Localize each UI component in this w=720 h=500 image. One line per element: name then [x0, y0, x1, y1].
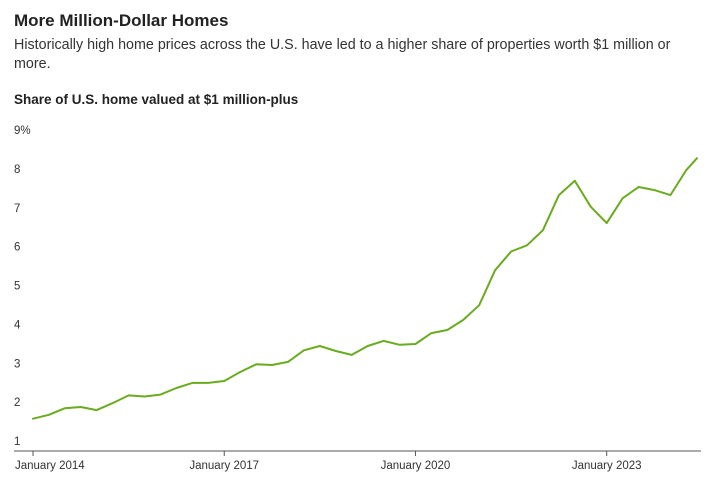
y-tick-label: 4	[14, 319, 21, 331]
x-tick-label: January 2014	[15, 460, 85, 472]
chart-title: More Million-Dollar Homes	[14, 11, 229, 30]
y-tick-label: 9%	[14, 125, 31, 137]
line-series	[32, 157, 698, 420]
x-tick-label: January 2020	[381, 460, 451, 472]
x-tick-label: January 2017	[189, 460, 259, 472]
series-title: Share of U.S. home valued at $1 million-…	[14, 92, 299, 107]
y-tick-label: 7	[14, 203, 20, 215]
y-tick-label: 1	[14, 436, 20, 448]
y-tick-label: 5	[14, 281, 20, 293]
x-tick-label: January 2023	[572, 460, 642, 472]
chart-subtitle: Historically high home prices across the…	[14, 37, 671, 72]
y-tick-label: 6	[14, 242, 20, 254]
y-tick-label: 3	[14, 358, 20, 370]
y-tick-label: 8	[14, 164, 20, 176]
y-tick-label: 2	[14, 397, 20, 409]
